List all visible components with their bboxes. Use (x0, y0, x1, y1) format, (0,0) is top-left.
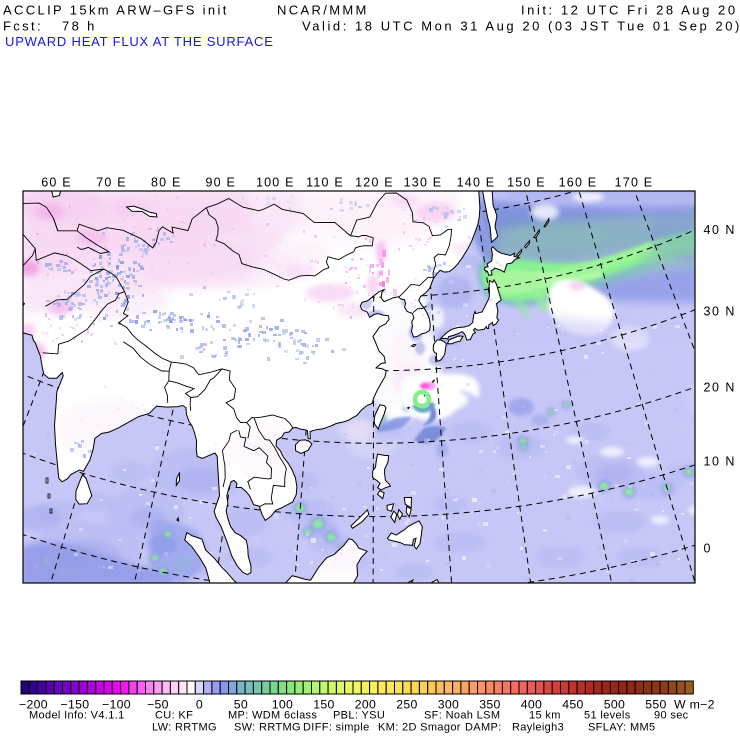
svg-text:300: 300 (438, 698, 459, 712)
svg-text:140 E: 140 E (457, 176, 496, 190)
svg-text:NCAR/MMM: NCAR/MMM (277, 3, 369, 18)
svg-text:UPWARD HEAT FLUX AT THE SURFAC: UPWARD HEAT FLUX AT THE SURFACE (5, 34, 274, 49)
svg-text:40 N: 40 N (704, 223, 736, 237)
svg-text:−150: −150 (60, 698, 89, 712)
svg-text:200: 200 (355, 698, 376, 712)
svg-text:−100: −100 (102, 698, 131, 712)
svg-text:PBL: YSU: PBL: YSU (333, 710, 385, 722)
svg-text:130 E: 130 E (404, 176, 443, 190)
svg-text:ACCLIP 15km ARW–GFS init: ACCLIP 15km ARW–GFS init (3, 3, 229, 18)
svg-text:50: 50 (234, 698, 248, 712)
svg-text:Init: 12 UTC Fri 28 Aug 20: Init: 12 UTC Fri 28 Aug 20 (521, 3, 738, 18)
svg-text:Model Info: V4.1.1: Model Info: V4.1.1 (29, 710, 125, 722)
svg-text:0: 0 (196, 698, 203, 712)
svg-text:90 E: 90 E (206, 176, 237, 190)
svg-text:−50: −50 (147, 698, 169, 712)
svg-text:250: 250 (396, 698, 417, 712)
svg-text:90 sec: 90 sec (654, 710, 689, 722)
svg-text:Valid: 18 UTC Mon 31 Aug 20 (0: Valid: 18 UTC Mon 31 Aug 20 (03 JST Tue … (302, 19, 740, 34)
svg-text:30 N: 30 N (704, 305, 736, 319)
svg-text:150: 150 (313, 698, 334, 712)
svg-text:MP: WDM 6class: MP: WDM 6class (228, 710, 317, 722)
svg-text:DAMP:: DAMP: (465, 722, 502, 734)
svg-text:550: 550 (645, 698, 666, 712)
svg-text:400: 400 (521, 698, 542, 712)
svg-text:350: 350 (479, 698, 500, 712)
svg-text:500: 500 (604, 698, 625, 712)
svg-text:450: 450 (562, 698, 583, 712)
svg-text:Rayleigh3: Rayleigh3 (512, 722, 564, 734)
svg-text:SF: Noah LSM: SF: Noah LSM (424, 710, 500, 722)
svg-text:60 E: 60 E (41, 176, 72, 190)
svg-text:KM: 2D Smagor: KM: 2D Smagor (378, 722, 461, 734)
svg-text:W m−2: W m−2 (674, 698, 715, 712)
svg-text:0: 0 (704, 542, 712, 556)
svg-text:150 E: 150 E (507, 176, 546, 190)
svg-text:110 E: 110 E (306, 176, 344, 190)
svg-text:20 N: 20 N (704, 381, 736, 395)
svg-text:−200: −200 (19, 698, 48, 712)
svg-text:SFLAY: MM5: SFLAY: MM5 (588, 722, 655, 734)
svg-text:170 E: 170 E (615, 176, 654, 190)
svg-text:10 N: 10 N (704, 455, 736, 469)
svg-text:DIFF: simple: DIFF: simple (303, 722, 370, 734)
svg-text:51 levels: 51 levels (584, 710, 631, 722)
svg-text:CU: KF: CU: KF (155, 710, 193, 722)
svg-text:SW: RRTMG: SW: RRTMG (234, 722, 301, 734)
svg-text:78 h: 78 h (62, 19, 97, 34)
svg-text:LW: RRTMG: LW: RRTMG (152, 722, 217, 734)
svg-text:100: 100 (272, 698, 293, 712)
svg-text:120 E: 120 E (355, 176, 394, 190)
svg-text:160 E: 160 E (559, 176, 598, 190)
svg-text:Fcst:: Fcst: (3, 19, 43, 34)
svg-text:70 E: 70 E (96, 176, 127, 190)
svg-text:15 km: 15 km (529, 710, 561, 722)
svg-text:80 E: 80 E (151, 176, 182, 190)
svg-text:100 E: 100 E (256, 176, 295, 190)
